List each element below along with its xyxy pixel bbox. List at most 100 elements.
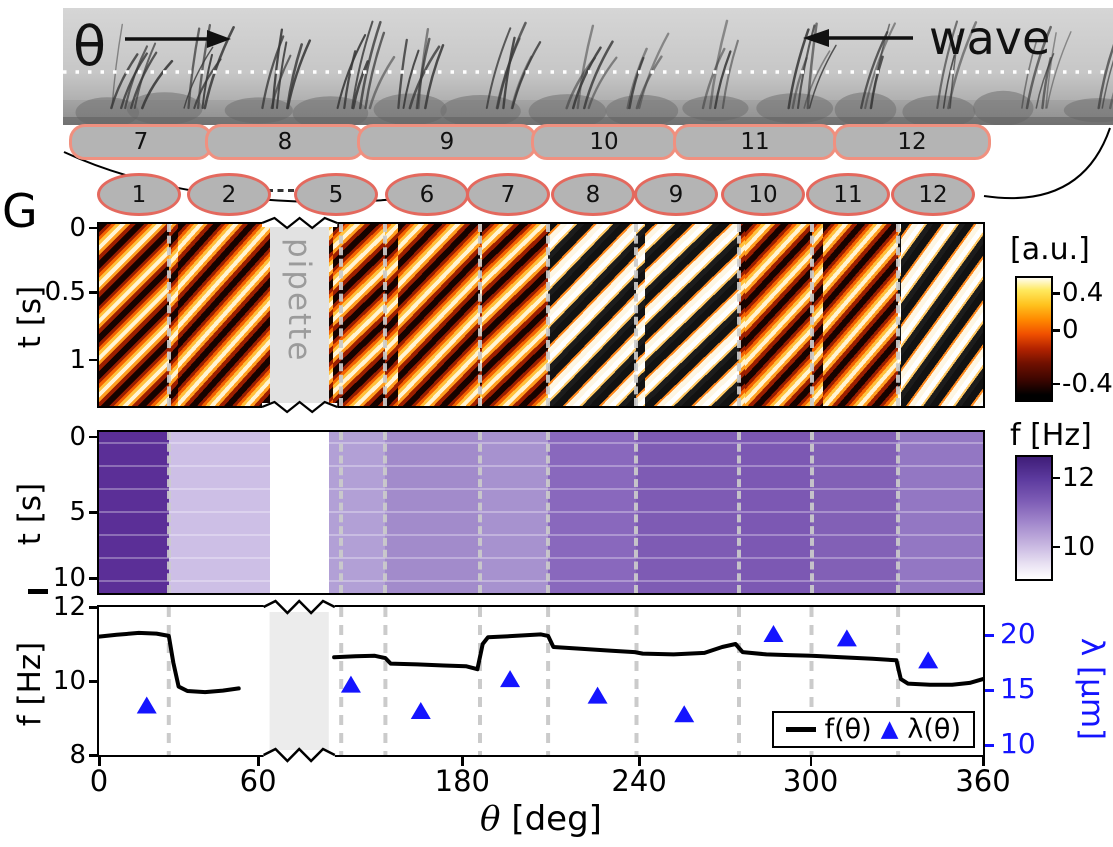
- frequency-line: [332, 632, 985, 687]
- cilia-circle-number: 11: [833, 181, 863, 208]
- cilia-circle-number: 10: [748, 181, 778, 208]
- frequency-region: [811, 432, 899, 593]
- kymograph-region: [811, 224, 899, 406]
- region-boundary-dashed-line: [339, 432, 344, 593]
- kymograph-colorbar-title: [a.u.]: [1010, 232, 1090, 267]
- cilia-group-number: 7: [133, 129, 149, 155]
- pipette-band: [269, 607, 329, 755]
- lambda-tick-mark: [985, 689, 994, 692]
- wavelength-marker: [500, 670, 521, 688]
- pipette-gap: [269, 432, 329, 593]
- frequency-region: [328, 432, 386, 593]
- cilium: [628, 56, 645, 110]
- cilium: [803, 50, 831, 109]
- lambda-tick-label: 15: [1000, 672, 1036, 705]
- colorbar-tick-mark: [1053, 545, 1060, 549]
- axis-divider-mark: [28, 589, 48, 594]
- colorbar-tick-mark: [1053, 382, 1060, 386]
- wavelength-marker: [136, 696, 157, 714]
- kymograph-panel: pipette: [97, 222, 985, 408]
- frequency-region: [168, 432, 270, 593]
- cilia-group-label: 7: [69, 124, 213, 160]
- colorbar-tick-label: 12: [1062, 462, 1096, 493]
- cilia-circle-number: 1: [131, 181, 147, 208]
- cilia-circle-label: 10: [721, 173, 805, 216]
- y-tick-mark: [89, 358, 97, 362]
- cilium: [358, 20, 382, 110]
- region-boundary-dashed-line: [478, 432, 482, 593]
- y-tick-mark: [89, 754, 97, 757]
- kymograph-region: [636, 224, 739, 406]
- region-boundary-dashed-line: [383, 224, 388, 406]
- axis-break-mask: [263, 602, 335, 612]
- frequency-region: [739, 432, 812, 593]
- x-axis-label-symbol: θ: [480, 799, 501, 839]
- legend-line-sample: [785, 727, 816, 732]
- cilia-group-number: 11: [740, 129, 770, 155]
- lambda-tick-label: 20: [1000, 617, 1036, 650]
- frequency-region: [480, 432, 549, 593]
- cilium: [502, 36, 516, 110]
- cilium: [701, 47, 726, 110]
- y-tick-label: 1: [69, 344, 86, 375]
- cilium: [183, 46, 214, 109]
- cilia-circle-label: 1: [97, 173, 181, 216]
- cilium: [201, 53, 213, 109]
- theta-direction-arrow: [125, 30, 231, 48]
- region-boundary-dashed-line: [737, 224, 742, 406]
- kymograph-region: [385, 224, 480, 406]
- cilium: [417, 28, 430, 110]
- cilium: [864, 22, 896, 110]
- cell-body: [224, 97, 293, 124]
- cilia-circle-label: 12: [891, 173, 975, 216]
- x-tick-label: 60: [239, 764, 277, 798]
- cilium: [796, 24, 816, 110]
- y-tick-label: 8: [69, 740, 86, 770]
- cilium: [511, 41, 542, 110]
- cilia-circle-number: 9: [668, 181, 684, 208]
- cilium: [124, 45, 149, 110]
- cilium: [942, 54, 956, 109]
- wavelength-marker: [410, 702, 431, 719]
- frequency-heatmap-panel: [97, 430, 985, 595]
- colorbar-tick-label: -0.4: [1062, 368, 1113, 399]
- cilium: [869, 55, 884, 110]
- x-tick-label: 240: [611, 764, 667, 798]
- omitted-cilia-dashes: [267, 189, 294, 192]
- cilia-circle-number: 8: [585, 181, 601, 208]
- y-tick-label: 10: [52, 563, 86, 594]
- axis-break-mask: [263, 750, 335, 760]
- axis-break-mask: [261, 403, 337, 411]
- strip-bottom-edge: [63, 117, 1113, 125]
- cilium: [808, 44, 837, 109]
- colorbar-tick-label: 0: [1062, 315, 1079, 346]
- cilium: [936, 20, 959, 110]
- frequency-line: [97, 630, 241, 695]
- wavelength-marker: [674, 705, 695, 723]
- cilia-circle-label: 5: [294, 173, 378, 216]
- x-tick-mark: [638, 757, 641, 766]
- cilia-group-number: 8: [277, 129, 293, 155]
- kymograph-region: [739, 224, 812, 406]
- cilia-circle-number: 7: [500, 181, 516, 208]
- wavelength-marker: [836, 629, 857, 647]
- micrograph: θ wave: [63, 8, 1113, 125]
- cilium: [276, 41, 288, 109]
- cilia-circle-label: 6: [385, 173, 469, 216]
- frequency-region: [898, 432, 983, 593]
- cilium: [336, 34, 367, 110]
- x-tick-label: 300: [782, 764, 839, 798]
- cilium: [583, 40, 614, 110]
- kymograph-region: [99, 224, 169, 406]
- legend-marker-label: λ(θ): [907, 714, 961, 745]
- x-tick-label: 0: [89, 764, 109, 798]
- cilia-circle-label: 7: [466, 173, 550, 216]
- cilium: [1109, 92, 1113, 110]
- x-tick-label: 180: [434, 764, 490, 798]
- y-tick-label: 10: [52, 666, 86, 696]
- region-boundary-dashed-line: [809, 432, 814, 593]
- x-tick-mark: [98, 757, 101, 766]
- cell-body: [1063, 98, 1113, 123]
- cilia-group-label: 11: [673, 124, 837, 160]
- y-tick-mark: [89, 577, 97, 580]
